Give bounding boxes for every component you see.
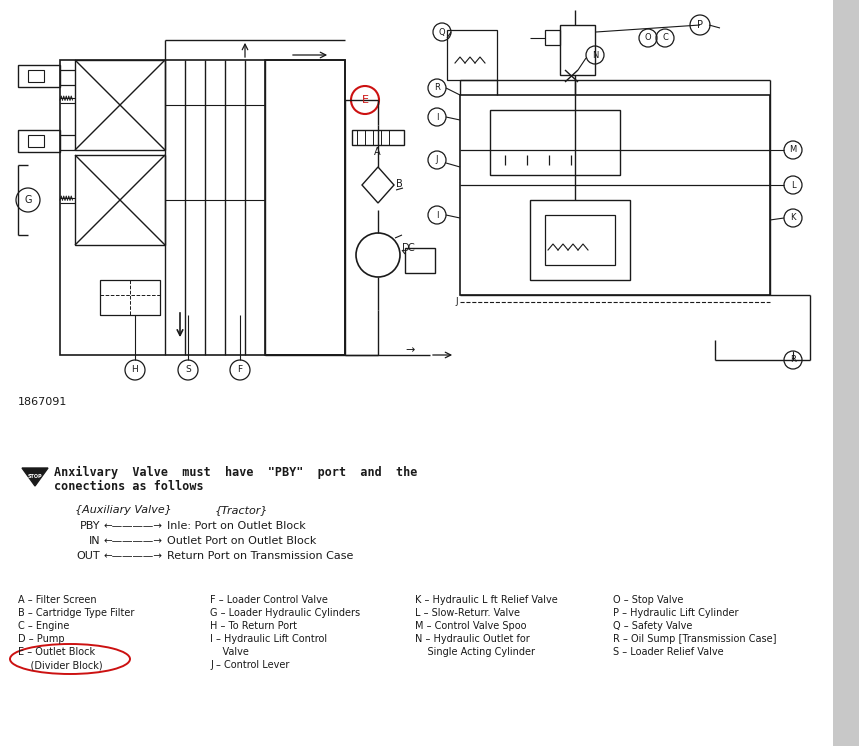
Text: R: R [434,84,440,93]
Text: PBY: PBY [80,521,100,531]
Text: STOP: STOP [27,474,42,478]
Text: C: C [662,34,668,43]
Text: M: M [789,145,796,154]
Bar [560,25,595,75]
Text: I – Hydraulic Lift Control: I – Hydraulic Lift Control [210,634,327,644]
Text: E – Outlet Block: E – Outlet Block [18,647,95,657]
Bar [545,215,615,265]
Bar [28,70,44,82]
Text: Valve: Valve [210,647,249,657]
Text: F: F [237,366,242,374]
Text: ←————→: ←————→ [103,536,162,546]
Text: O: O [645,34,651,43]
Bar [265,60,345,355]
Text: Anxilvary  Valve  must  have  "PBY"  port  and  the: Anxilvary Valve must have "PBY" port and… [54,466,417,478]
Bar [490,110,620,175]
Text: P: P [697,20,703,30]
Text: ←————→: ←————→ [103,521,162,531]
Text: J: J [455,298,458,307]
Text: D: D [402,243,410,253]
Text: O – Stop Valve: O – Stop Valve [613,595,684,605]
Text: Outlet Port on Outlet Block: Outlet Port on Outlet Block [167,536,316,546]
Text: H – To Return Port: H – To Return Port [210,621,297,631]
Text: I: I [436,210,438,219]
Text: Q – Safety Valve: Q – Safety Valve [613,621,692,631]
Bar [545,30,560,45]
Text: F – Loader Control Valve: F – Loader Control Valve [210,595,328,605]
Text: N: N [592,51,598,60]
Text: B: B [396,179,403,189]
Text: M – Control Valve Spoo: M – Control Valve Spoo [415,621,527,631]
Text: OUT: OUT [76,551,100,561]
Text: →: → [405,345,414,355]
Text: 1867091: 1867091 [18,397,67,407]
Bar [460,95,770,295]
Polygon shape [22,468,48,486]
Text: R – Oil Sump [Transmission Case]: R – Oil Sump [Transmission Case] [613,634,777,644]
Bar [100,280,160,315]
Bar [60,60,345,355]
Text: C – Engine: C – Engine [18,621,70,631]
Text: J: J [436,155,438,165]
Text: I: I [436,113,438,122]
Text: G – Loader Hydraulic Cylinders: G – Loader Hydraulic Cylinders [210,608,360,618]
Text: Q: Q [439,28,445,37]
Bar [352,130,404,145]
Text: {Tractor}: {Tractor} [215,505,269,515]
Text: B – Cartridge Type Filter: B – Cartridge Type Filter [18,608,134,618]
Text: S: S [186,366,191,374]
Bar [28,135,44,147]
Text: E: E [362,95,369,105]
Bar [833,0,859,746]
Text: K: K [790,213,795,222]
Text: L: L [790,181,795,189]
Text: A – Filter Screen: A – Filter Screen [18,595,96,605]
Text: D – Pump: D – Pump [18,634,64,644]
Text: K – Hydraulic L ft Relief Valve: K – Hydraulic L ft Relief Valve [415,595,557,605]
Bar [18,65,60,87]
Text: Single Acting Cylinder: Single Acting Cylinder [415,647,535,657]
Bar [75,60,165,150]
Text: S – Loader Relief Valve: S – Loader Relief Valve [613,647,723,657]
Bar [75,155,165,245]
Text: (Divider Block): (Divider Block) [18,660,102,670]
Bar [447,30,497,80]
Text: L – Slow-Returr. Valve: L – Slow-Returr. Valve [415,608,520,618]
Text: C: C [408,243,415,253]
Bar [405,248,435,273]
Text: {Auxiliary Valve}: {Auxiliary Valve} [75,505,172,515]
Text: N – Hydraulic Outlet for: N – Hydraulic Outlet for [415,634,530,644]
Text: P – Hydraulic Lift Cylinder: P – Hydraulic Lift Cylinder [613,608,739,618]
Text: H: H [131,366,138,374]
Text: G: G [24,195,32,205]
Text: Return Port on Transmission Case: Return Port on Transmission Case [167,551,353,561]
Text: A: A [374,147,381,157]
Text: J – Control Lever: J – Control Lever [210,660,289,670]
Text: R: R [790,356,796,365]
Bar [530,200,630,280]
Text: conections as follows: conections as follows [54,480,204,492]
Text: ←————→: ←————→ [103,551,162,561]
Text: Inle: Port on Outlet Block: Inle: Port on Outlet Block [167,521,306,531]
Text: IN: IN [88,536,100,546]
Bar [18,130,60,152]
